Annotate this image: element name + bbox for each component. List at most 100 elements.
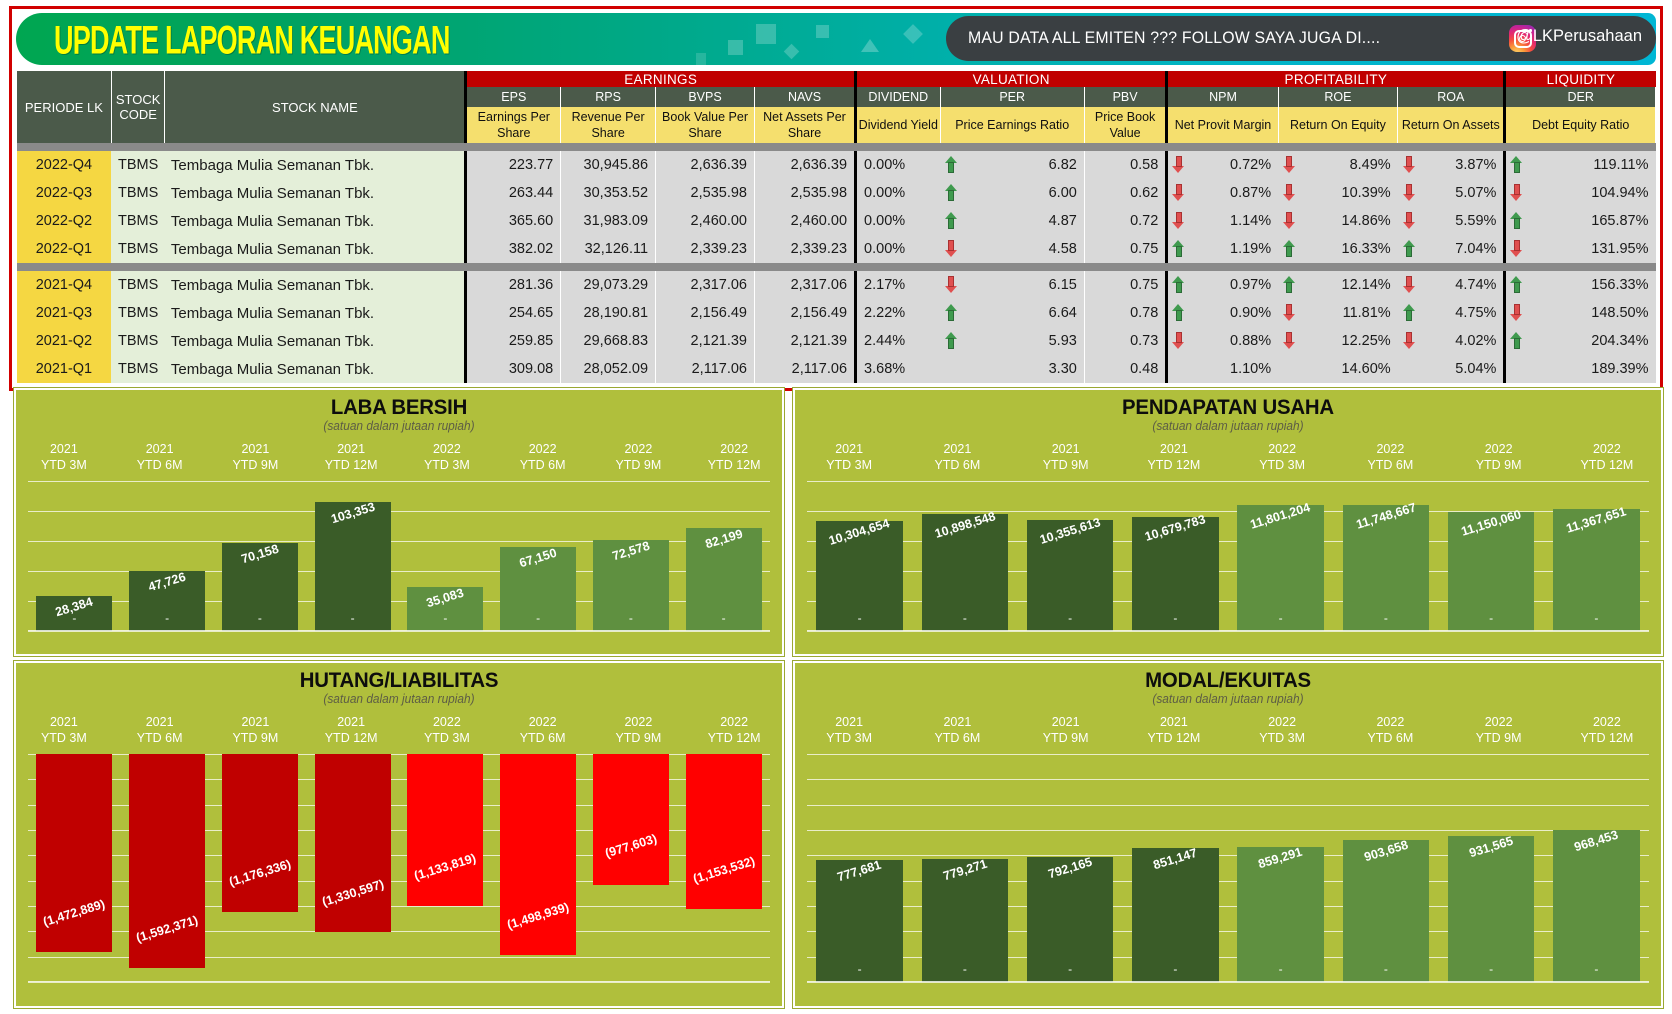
bar-value-label: (1,176,336) — [227, 856, 293, 890]
cell-navs: 2,339.23 — [753, 235, 856, 263]
table-full-header-row: Earnings Per Share Revenue Per Share Boo… — [17, 107, 1656, 143]
table-row[interactable]: 2022-Q2 TBMS Tembaga Mulia Semanan Tbk. 365… — [16, 207, 1656, 235]
bar-group: 968,453 - — [1544, 754, 1649, 982]
per-trend-up-icon — [944, 184, 958, 202]
cell-pbv: 0.62 — [1083, 179, 1167, 207]
cell-pbv: 0.58 — [1083, 151, 1167, 179]
bar[interactable]: 859,291 - — [1237, 845, 1324, 982]
bar-secondary-label: - — [1068, 611, 1073, 625]
bar[interactable]: 11,801,204 - — [1237, 500, 1324, 631]
bar[interactable]: 11,150,060 - — [1447, 507, 1535, 631]
bar[interactable]: (1,472,889) — [36, 754, 113, 952]
bar[interactable]: 103,353 - — [314, 500, 391, 631]
bar[interactable]: (1,176,336) — [221, 754, 298, 912]
bar[interactable]: 792,165 - — [1026, 855, 1114, 982]
bar[interactable]: 72,578 - — [592, 539, 669, 631]
category-label: 2022 YTD 9M — [615, 442, 662, 472]
cell-stock-code: TBMS — [111, 235, 165, 263]
bar[interactable]: 70,158 - — [221, 542, 298, 631]
bar[interactable]: 11,367,651 - — [1553, 504, 1640, 631]
cell-per-arrow — [940, 327, 963, 355]
bar[interactable]: 47,726 - — [129, 570, 206, 631]
bar[interactable]: (1,153,532) — [685, 754, 762, 909]
table-row[interactable]: 2022-Q4 TBMS Tembaga Mulia Semanan Tbk. 223… — [16, 151, 1656, 179]
cell-npm: 0.72% — [1189, 151, 1279, 179]
bar-group: (1,176,336) — [214, 754, 307, 982]
bar-secondary-label: - — [72, 611, 77, 625]
bar[interactable]: (1,592,371) — [129, 754, 206, 968]
bar-secondary-label: - — [1278, 611, 1283, 625]
bar-secondary-label: - — [1489, 611, 1494, 625]
cell-roe-arrow — [1278, 271, 1301, 299]
bar[interactable]: 851,147 - — [1132, 846, 1219, 982]
category-label: 2021 YTD 6M — [136, 715, 183, 745]
bar-group: 35,083- — [399, 481, 492, 631]
bar-value-label: 11,150,060 — [1459, 507, 1523, 539]
table-row[interactable]: 2021-Q2 TBMS Tembaga Mulia Semanan Tbk. 259… — [16, 327, 1656, 355]
bar[interactable]: 968,453 - — [1553, 828, 1640, 982]
cell-dividend: 0.00% — [854, 151, 941, 179]
table-row[interactable]: 2021-Q1 TBMS Tembaga Mulia Semanan Tbk. 309… — [16, 355, 1656, 383]
instagram-handle[interactable]: @LKPerusahaan — [1516, 27, 1642, 45]
bar-group: 859,291 - — [1228, 754, 1333, 982]
bar[interactable]: 10,355,613 - — [1026, 515, 1114, 631]
bar[interactable]: (1,133,819) — [407, 754, 484, 906]
cell-der: 104.94% — [1527, 179, 1656, 207]
bar[interactable]: 82,199 - — [685, 527, 762, 631]
cell-per: 3.30 — [962, 355, 1085, 383]
bar[interactable]: 903,658 - — [1342, 838, 1430, 982]
bar-group: 47,726 - — [121, 481, 214, 631]
cell-der-arrow — [1503, 207, 1528, 235]
cell-der-arrow — [1503, 151, 1528, 179]
bar-value-label: 82,199 — [703, 526, 744, 552]
table-row[interactable]: 2022-Q1 TBMS Tembaga Mulia Semanan Tbk. 382… — [16, 235, 1656, 263]
header-bvps-full: Book Value Per Share — [655, 107, 755, 143]
category-label: 2021 YTD 12M — [324, 715, 378, 745]
decor-square — [696, 53, 706, 65]
cell-bvps: 2,317.06 — [655, 271, 755, 299]
bar-value-label: 792,165 — [1046, 854, 1094, 882]
bar[interactable]: (1,498,939) — [500, 754, 577, 955]
bar[interactable]: 35,083- — [407, 586, 484, 631]
chart-title: PENDAPATAN USAHA — [1122, 396, 1334, 419]
bar-value-label: 968,453 — [1572, 827, 1621, 855]
bar[interactable]: 67,150 - — [500, 546, 577, 631]
bar[interactable]: (977,603) — [592, 754, 669, 885]
header-banner: UPDATE LAPORAN KEUANGAN MAU DATA ALL EMI… — [16, 13, 1656, 69]
bar-value-label: 10,898,548 — [932, 509, 997, 541]
bar[interactable]: 11,748,667 - — [1342, 500, 1430, 631]
bar[interactable]: 931,565 - — [1447, 834, 1535, 982]
roa-trend-up-icon — [1402, 304, 1416, 322]
category-label: 2022 YTD 9M — [1475, 715, 1522, 745]
category-label: 2021 YTD 12M — [1147, 442, 1201, 472]
bar[interactable]: 28,384- — [36, 595, 113, 631]
bar[interactable]: 777,681 - — [816, 858, 903, 982]
chart-bars: 28,384- 47,726-70,158-103,353- 35,083- 67,1… — [28, 481, 770, 631]
bar-group: (1,472,889) — [28, 754, 121, 982]
cell-stock-code: TBMS — [111, 207, 165, 235]
bar-group: 777,681 - — [807, 754, 912, 982]
category-label: 2022 YTD 3M — [423, 715, 470, 745]
cell-npm: 0.97% — [1189, 271, 1279, 299]
bar-group: 28,384- — [28, 481, 121, 631]
per-trend-up-icon — [944, 332, 958, 350]
bar[interactable]: 10,898,548 - — [921, 509, 1009, 631]
bar-secondary-label: - — [536, 611, 541, 625]
table-row[interactable]: 2021-Q4 TBMS Tembaga Mulia Semanan Tbk. 281… — [16, 271, 1656, 299]
bar[interactable]: 779,271 - — [921, 857, 1009, 982]
bar[interactable]: 10,679,783 - — [1132, 512, 1219, 631]
instagram-icon[interactable] — [1509, 25, 1536, 52]
table-row[interactable]: 2022-Q3 TBMS Tembaga Mulia Semanan Tbk. 263… — [16, 179, 1656, 207]
chart-bars: (1,472,889) (1,592,371) (1,176,336) (1,330,… — [28, 754, 770, 982]
cell-eps: 382.02 — [464, 235, 561, 263]
cell-npm: 0.90% — [1189, 299, 1279, 327]
cell-npm: 0.87% — [1189, 179, 1279, 207]
category-label: 2022 YTD 9M — [1475, 442, 1522, 472]
cell-navs: 2,117.06 — [753, 355, 856, 383]
header-navs: NAVS — [753, 87, 857, 107]
bar[interactable]: (1,330,597) — [314, 754, 391, 932]
table-row[interactable]: 2021-Q3 TBMS Tembaga Mulia Semanan Tbk. 254… — [16, 299, 1656, 327]
cell-rps: 29,073.29 — [560, 271, 656, 299]
bar[interactable]: 10,304,654 - — [816, 516, 903, 631]
header-per-full: Price Earnings Ratio — [939, 107, 1085, 143]
